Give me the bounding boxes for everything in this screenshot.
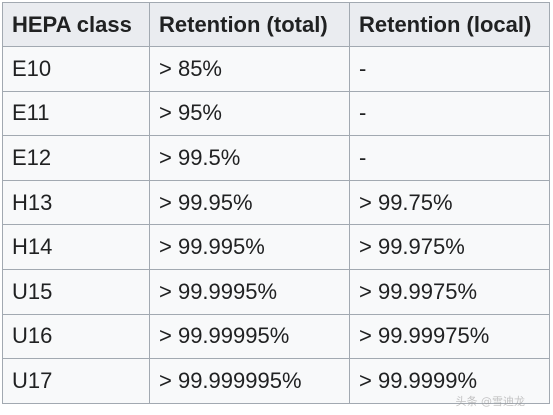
cell-retention-total: > 99.99995% bbox=[149, 313, 350, 360]
cell-retention-total: > 99.999995% bbox=[149, 358, 350, 404]
cell-class: E10 bbox=[2, 46, 150, 92]
cell-class: H14 bbox=[2, 224, 150, 270]
cell-retention-local: > 99.75% bbox=[349, 179, 550, 226]
table-row: E11 > 95% - bbox=[2, 90, 550, 137]
cell-retention-total: > 99.95% bbox=[149, 179, 350, 226]
cell-class: U15 bbox=[2, 268, 150, 315]
table-row: H14 > 99.995% > 99.975% bbox=[2, 224, 550, 270]
table-row: U17 > 99.999995% > 99.9999% bbox=[2, 358, 550, 404]
cell-retention-local: - bbox=[349, 135, 550, 181]
header-hepa-class: HEPA class bbox=[2, 2, 150, 47]
cell-retention-total: > 85% bbox=[149, 46, 350, 92]
cell-retention-local: - bbox=[349, 46, 550, 92]
cell-retention-local: > 99.9975% bbox=[349, 268, 550, 315]
cell-retention-total: > 99.995% bbox=[149, 224, 350, 270]
table-row: H13 > 99.95% > 99.75% bbox=[2, 179, 550, 226]
cell-retention-total: > 99.5% bbox=[149, 135, 350, 181]
cell-class: U16 bbox=[2, 313, 150, 360]
table-header-row: HEPA class Retention (total) Retention (… bbox=[2, 2, 550, 47]
watermark: 头条 @雪迪龙 bbox=[455, 395, 526, 408]
header-retention-total: Retention (total) bbox=[149, 2, 350, 47]
header-retention-local: Retention (local) bbox=[349, 2, 550, 47]
cell-class: H13 bbox=[2, 179, 150, 226]
cell-retention-total: > 99.9995% bbox=[149, 268, 350, 315]
table-row: U16 > 99.99995% > 99.99975% bbox=[2, 313, 550, 360]
cell-retention-local: > 99.975% bbox=[349, 224, 550, 270]
table-row: E10 > 85% - bbox=[2, 46, 550, 92]
hepa-class-table: HEPA class Retention (total) Retention (… bbox=[2, 2, 550, 404]
table-row: U15 > 99.9995% > 99.9975% bbox=[2, 268, 550, 315]
cell-retention-local: > 99.9999% bbox=[349, 358, 550, 404]
cell-retention-local: > 99.99975% bbox=[349, 313, 550, 360]
cell-retention-total: > 95% bbox=[149, 90, 350, 137]
cell-class: E12 bbox=[2, 135, 150, 181]
cell-class: U17 bbox=[2, 358, 150, 404]
cell-retention-local: - bbox=[349, 90, 550, 137]
table-row: E12 > 99.5% - bbox=[2, 135, 550, 181]
cell-class: E11 bbox=[2, 90, 150, 137]
